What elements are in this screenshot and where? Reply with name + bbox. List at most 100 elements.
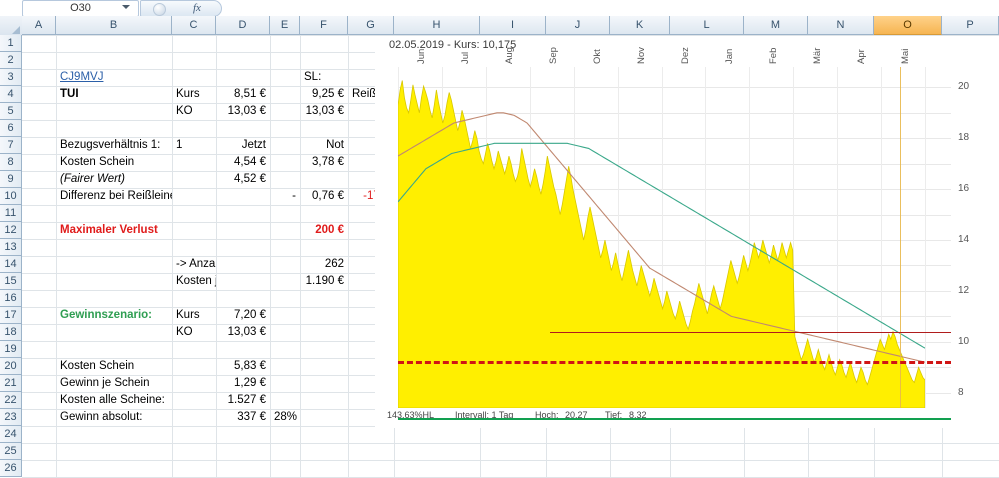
y-tick-14: 14 (958, 234, 970, 246)
cell-D22[interactable]: 1.527 € (227, 394, 266, 406)
cell-B8[interactable]: Kosten Schein (60, 156, 135, 168)
row-header-2[interactable]: 2 (0, 52, 22, 69)
cell-F3[interactable]: SL: (304, 71, 322, 83)
cell-B22[interactable]: Kosten alle Scheine: (60, 394, 165, 406)
gridline-y-19 (398, 112, 951, 114)
cell-C7[interactable]: 1 (176, 139, 183, 151)
cell-F4[interactable]: 9,25 € (312, 88, 344, 100)
row-header-23[interactable]: 23 (0, 409, 22, 426)
cell-D20[interactable]: 5,83 € (234, 360, 266, 372)
function-wizard-area[interactable]: fx (140, 0, 222, 17)
column-header-h[interactable]: H (394, 16, 480, 35)
cell-F7[interactable]: Not (326, 139, 344, 151)
chevron-down-icon[interactable] (122, 5, 130, 9)
row-header-25[interactable]: 25 (0, 443, 22, 460)
ref-line-stop-loss-solid (550, 331, 951, 334)
column-header-f[interactable]: F (300, 16, 348, 35)
x-tick-dez: Dez (679, 47, 691, 64)
cell-B4[interactable]: TUI (60, 88, 79, 100)
cell-C5[interactable]: KO (176, 105, 193, 117)
cell-B9[interactable]: (Fairer Wert) (60, 173, 125, 185)
row-header-14[interactable]: 14 (0, 256, 22, 273)
cell-F15[interactable]: 1.190 € (305, 275, 344, 287)
y-tick-20: 20 (958, 81, 970, 93)
column-header-a[interactable]: A (22, 16, 56, 35)
row-header-21[interactable]: 21 (0, 375, 22, 392)
row-header-10[interactable]: 10 (0, 188, 22, 205)
cell-C4[interactable]: Kurs (176, 88, 200, 100)
cell-D21[interactable]: 1,29 € (234, 377, 266, 389)
cell-D8[interactable]: 4,54 € (234, 156, 266, 168)
cell-C17[interactable]: Kurs (176, 309, 200, 321)
row-header-12[interactable]: 12 (0, 222, 22, 239)
row-header-15[interactable]: 15 (0, 273, 22, 290)
row-header-8[interactable]: 8 (0, 154, 22, 171)
cell-D4[interactable]: 8,51 € (234, 88, 266, 100)
row-header-26[interactable]: 26 (0, 460, 22, 477)
row-header-3[interactable]: 3 (0, 69, 22, 86)
column-header-i[interactable]: I (480, 16, 546, 35)
cell-E10[interactable]: - (292, 190, 296, 202)
row-header-22[interactable]: 22 (0, 392, 22, 409)
column-header-l[interactable]: L (670, 16, 744, 35)
row-header-18[interactable]: 18 (0, 324, 22, 341)
cell-B23[interactable]: Gewinn absolut: (60, 411, 143, 423)
fx-icon[interactable]: fx (193, 2, 201, 14)
cancel-accept-icon[interactable] (153, 3, 166, 16)
x-tick-mär: Mär (811, 47, 823, 64)
column-header-n[interactable]: N (808, 16, 874, 35)
formula-input[interactable] (222, 0, 999, 15)
cell-F14[interactable]: 262 (324, 258, 344, 270)
cell-C15[interactable]: Kosten jetzt: (176, 275, 216, 287)
price-area (398, 80, 925, 408)
stock-chart[interactable]: 02.05.2019 - Kurs: 10,175 Jun Jul Aug Sep Ok… (375, 36, 999, 428)
column-header-m[interactable]: M (744, 16, 808, 35)
cell-D7[interactable]: Jetzt (241, 139, 266, 151)
cell-B12[interactable]: Maximaler Verlust (60, 224, 158, 236)
cell-F12[interactable]: 200 € (315, 224, 344, 236)
column-header-d[interactable]: D (216, 16, 270, 35)
column-header-g[interactable]: G (348, 16, 394, 35)
cell-C18[interactable]: KO (176, 326, 193, 338)
cell-D23[interactable]: 337 € (237, 411, 266, 423)
select-all-corner[interactable] (0, 16, 23, 36)
cell-F8[interactable]: 3,78 € (312, 156, 344, 168)
row-header-5[interactable]: 5 (0, 103, 22, 120)
row-header-13[interactable]: 13 (0, 239, 22, 256)
row-header-17[interactable]: 17 (0, 307, 22, 324)
cell-B17[interactable]: Gewinnszenario: (60, 309, 153, 321)
row-header-11[interactable]: 11 (0, 205, 22, 222)
cell-D5[interactable]: 13,03 € (227, 105, 266, 117)
row-header-19[interactable]: 19 (0, 341, 22, 358)
gridline-y-12 (398, 290, 951, 292)
cell-D18[interactable]: 13,03 € (227, 326, 266, 338)
cell-B21[interactable]: Gewinn je Schein (60, 377, 150, 389)
column-header-b[interactable]: B (56, 16, 172, 35)
cell-F5[interactable]: 13,03 € (305, 105, 344, 117)
row-header-1[interactable]: 1 (0, 35, 22, 52)
row-header-4[interactable]: 4 (0, 86, 22, 103)
row-header-6[interactable]: 6 (0, 120, 22, 137)
cell-B3[interactable]: CJ9MVJ (60, 71, 104, 83)
column-header-o[interactable]: O (874, 16, 942, 35)
column-header-e[interactable]: E (270, 16, 300, 35)
row-header-16[interactable]: 16 (0, 290, 22, 307)
cell-D17[interactable]: 7,20 € (234, 309, 266, 321)
column-header-c[interactable]: C (172, 16, 216, 35)
cell-F10[interactable]: 0,76 € (312, 190, 344, 202)
cell-C14[interactable]: -> Anzahl Scheine (176, 258, 216, 270)
cell-E23[interactable]: 28% (274, 411, 298, 423)
column-header-p[interactable]: P (942, 16, 999, 35)
row-header-20[interactable]: 20 (0, 358, 22, 375)
column-header-k[interactable]: K (610, 16, 670, 35)
row-header-9[interactable]: 9 (0, 171, 22, 188)
gridline-x-8 (749, 67, 751, 408)
footer-interval: Intervall: 1 Tag (455, 410, 514, 420)
column-header-j[interactable]: J (546, 16, 610, 35)
cell-B7[interactable]: Bezugsverhältnis 1: (60, 139, 161, 151)
cell-B20[interactable]: Kosten Schein (60, 360, 135, 372)
row-header-7[interactable]: 7 (0, 137, 22, 154)
row-header-24[interactable]: 24 (0, 426, 22, 443)
cell-B10[interactable]: Differenz bei Reißleine (60, 190, 172, 202)
cell-D9[interactable]: 4,52 € (234, 173, 266, 185)
